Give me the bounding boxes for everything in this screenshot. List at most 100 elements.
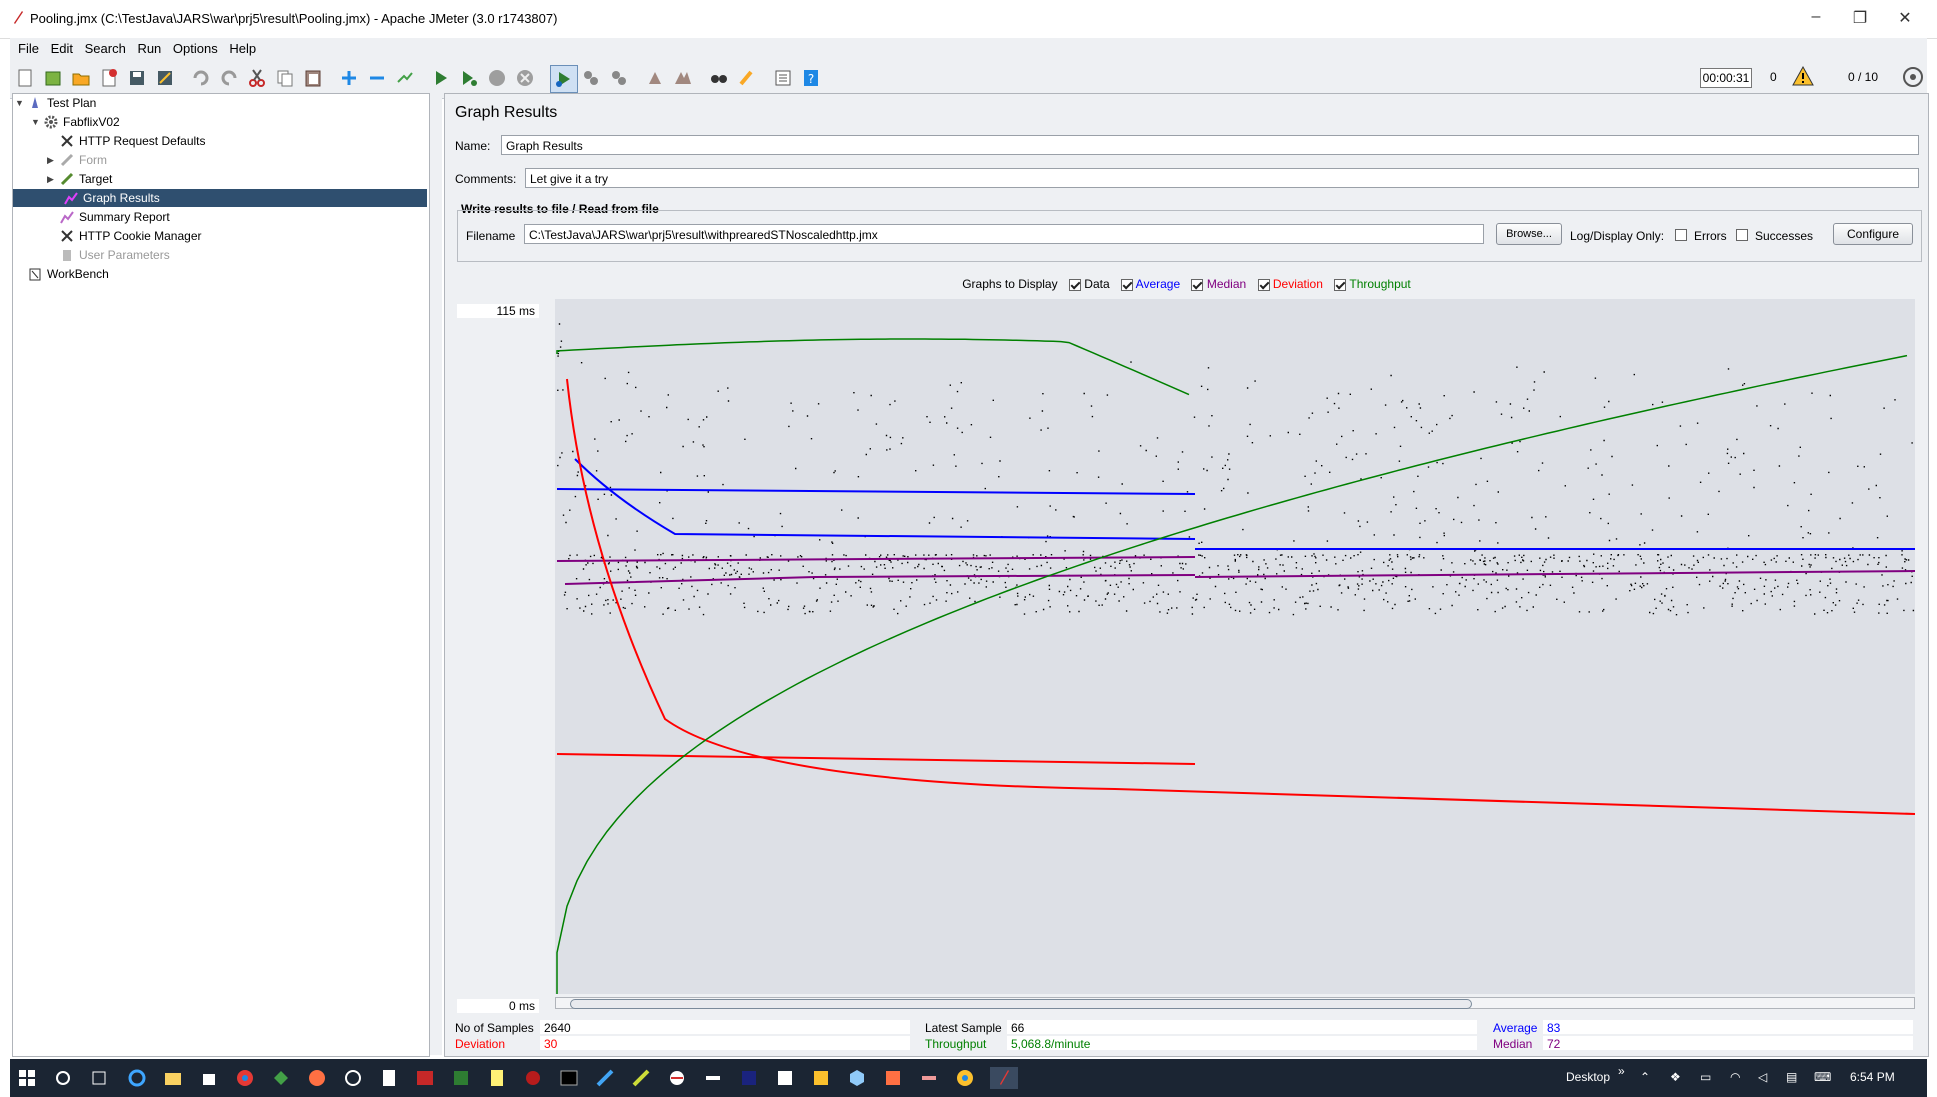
firefox-icon[interactable] xyxy=(306,1067,328,1089)
tree-item-workbench[interactable]: WorkBench xyxy=(27,265,425,283)
battery-icon[interactable]: ▭ xyxy=(1700,1070,1712,1084)
app-icon[interactable] xyxy=(774,1067,796,1089)
expand-toggle-icon[interactable]: ▶ xyxy=(47,173,54,184)
clear-all-icon[interactable] xyxy=(670,65,696,91)
jmeter-taskbar-icon[interactable] xyxy=(990,1067,1018,1089)
tree-item-test-plan[interactable]: ▼ Test Plan xyxy=(15,96,97,110)
minimize-button[interactable]: – xyxy=(1811,8,1821,25)
graph-scrollbar[interactable] xyxy=(555,997,1915,1009)
name-field[interactable]: Graph Results xyxy=(501,135,1919,155)
calculator-icon[interactable] xyxy=(378,1067,400,1089)
task-view-icon[interactable] xyxy=(88,1067,110,1089)
tree-item-target[interactable]: ▶ Target xyxy=(47,172,113,186)
windows-start-icon[interactable] xyxy=(16,1067,38,1089)
scrollbar-thumb[interactable] xyxy=(570,999,1472,1009)
app-icon[interactable] xyxy=(414,1067,436,1089)
browse-button[interactable]: Browse... xyxy=(1496,223,1562,245)
app-icon[interactable] xyxy=(270,1067,292,1089)
volume-icon[interactable]: ◁ xyxy=(1758,1070,1768,1084)
app-icon[interactable] xyxy=(918,1067,940,1089)
search-icon[interactable] xyxy=(706,65,732,91)
paste-icon[interactable] xyxy=(300,65,326,91)
collapse-all-icon[interactable] xyxy=(364,65,390,91)
menu-help[interactable]: Help xyxy=(229,41,257,56)
reset-search-icon[interactable] xyxy=(734,65,760,91)
function-helper-icon[interactable] xyxy=(770,65,796,91)
average-checkbox[interactable] xyxy=(1120,278,1133,291)
menu-edit[interactable]: Edit xyxy=(50,41,73,56)
store-icon[interactable] xyxy=(198,1067,220,1089)
median-checkbox[interactable] xyxy=(1191,278,1204,291)
tree-item-http-cookie-manager[interactable]: HTTP Cookie Manager xyxy=(59,227,425,245)
file-explorer-icon[interactable] xyxy=(162,1067,184,1089)
start-no-pause-icon[interactable] xyxy=(456,65,482,91)
close-file-icon[interactable] xyxy=(96,65,122,91)
save-screen-icon[interactable] xyxy=(152,65,178,91)
app-icon[interactable] xyxy=(630,1067,652,1089)
tree-item-form[interactable]: ▶ Form xyxy=(47,153,107,167)
stop-icon[interactable] xyxy=(484,65,510,91)
clock[interactable]: 6:54 PM xyxy=(1850,1070,1895,1084)
app-icon[interactable] xyxy=(522,1067,544,1089)
filename-field[interactable]: C:\TestJava\JARS\war\prj5\result\withpre… xyxy=(524,224,1484,244)
pane-splitter[interactable] xyxy=(430,93,442,1055)
copy-icon[interactable] xyxy=(272,65,298,91)
successes-checkbox[interactable] xyxy=(1736,229,1748,241)
tree-item-graph-results[interactable]: Graph Results xyxy=(13,189,427,207)
new-icon[interactable] xyxy=(12,65,38,91)
close-button[interactable]: ✕ xyxy=(1898,10,1912,27)
notepad-icon[interactable] xyxy=(486,1067,508,1089)
undo-icon[interactable] xyxy=(188,65,214,91)
cmd-icon[interactable] xyxy=(558,1067,580,1089)
app-icon[interactable] xyxy=(810,1067,832,1089)
collapse-toggle-icon[interactable]: ▼ xyxy=(15,98,24,108)
app-icon[interactable] xyxy=(594,1067,616,1089)
remote-globe-icon[interactable] xyxy=(1902,66,1924,88)
tree-item-user-parameters[interactable]: User Parameters xyxy=(59,246,425,264)
restore-button[interactable]: ❐ xyxy=(1852,10,1868,27)
start-icon[interactable] xyxy=(428,65,454,91)
chrome-icon[interactable] xyxy=(954,1067,976,1089)
save-icon[interactable] xyxy=(124,65,150,91)
comments-field[interactable]: Let give it a try xyxy=(525,168,1919,188)
deviation-checkbox[interactable] xyxy=(1257,278,1270,291)
open-icon[interactable] xyxy=(68,65,94,91)
chrome-icon[interactable] xyxy=(234,1067,256,1089)
keyboard-icon[interactable]: ⌨ xyxy=(1814,1070,1832,1084)
app-icon[interactable] xyxy=(666,1067,688,1089)
menu-search[interactable]: Search xyxy=(84,41,126,56)
app-icon[interactable] xyxy=(738,1067,760,1089)
help-icon[interactable]: ? xyxy=(798,65,824,91)
expand-all-icon[interactable] xyxy=(336,65,362,91)
collapse-toggle-icon[interactable]: ▼ xyxy=(31,117,40,127)
menu-options[interactable]: Options xyxy=(172,41,218,56)
tree-item-http-request-defaults[interactable]: HTTP Request Defaults xyxy=(47,132,425,150)
app-icon[interactable] xyxy=(342,1067,364,1089)
edge-icon[interactable] xyxy=(126,1067,148,1089)
tree-item-fabflixv02[interactable]: ▼ FabflixV02 xyxy=(31,115,120,129)
cut-icon[interactable] xyxy=(244,65,270,91)
data-checkbox[interactable] xyxy=(1068,278,1081,291)
throughput-checkbox[interactable] xyxy=(1334,278,1347,291)
tray-expand-icon[interactable]: ⌃ xyxy=(1640,1070,1651,1084)
remote-start-icon[interactable] xyxy=(550,65,578,93)
menu-run[interactable]: Run xyxy=(137,41,162,56)
expand-toggle-icon[interactable]: ▶ xyxy=(47,154,54,165)
desktop-toolbar-label[interactable]: Desktop xyxy=(1566,1070,1611,1084)
remote-stop-icon[interactable] xyxy=(578,65,604,91)
tree-item-summary-report[interactable]: Summary Report xyxy=(59,208,425,226)
wifi-icon[interactable]: ◠ xyxy=(1730,1070,1741,1084)
app-icon[interactable] xyxy=(702,1067,724,1089)
configure-button[interactable]: Configure xyxy=(1833,223,1913,245)
redo-icon[interactable] xyxy=(216,65,242,91)
templates-icon[interactable] xyxy=(40,65,66,91)
dropbox-icon[interactable]: ❖ xyxy=(1670,1070,1681,1084)
desktop-chevron[interactable]: » xyxy=(1618,1064,1625,1078)
app-icon[interactable] xyxy=(882,1067,904,1089)
remote-exit-icon[interactable] xyxy=(606,65,632,91)
app-icon[interactable] xyxy=(846,1067,868,1089)
menu-file[interactable]: File xyxy=(18,41,39,56)
warning-icon[interactable] xyxy=(1792,66,1814,86)
clear-icon[interactable] xyxy=(642,65,668,91)
errors-checkbox[interactable] xyxy=(1675,229,1687,241)
